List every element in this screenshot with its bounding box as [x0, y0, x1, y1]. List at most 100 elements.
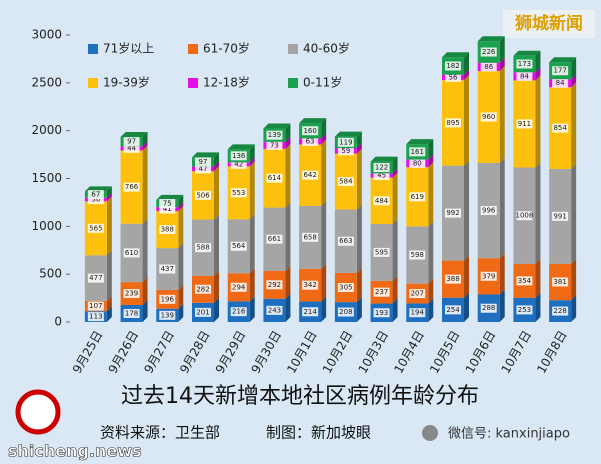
legend-label: 12-18岁 [203, 75, 250, 90]
y-tick-label: 2500 [31, 75, 62, 89]
value-label-box [480, 112, 497, 122]
value-label-box [123, 182, 140, 192]
value-label: 97 [199, 158, 208, 166]
value-label: 84 [556, 79, 565, 87]
bar-side [356, 204, 362, 273]
value-label: 911 [518, 120, 531, 128]
bar-top [192, 152, 219, 158]
bar-side [142, 218, 148, 283]
value-label: 196 [161, 295, 175, 303]
bar-side [106, 196, 112, 256]
value-label: 553 [232, 189, 245, 197]
bar-side [178, 202, 184, 212]
value-label-box [373, 196, 390, 206]
value-label: 642 [303, 171, 316, 179]
bar-side [142, 141, 148, 151]
value-label-box [123, 248, 140, 258]
legend-label: 0-11岁 [303, 75, 342, 90]
value-label-box [195, 157, 211, 167]
value-label: 113 [89, 313, 102, 321]
value-label: 992 [446, 209, 459, 217]
bar-top [334, 131, 362, 137]
bar-side [178, 194, 184, 208]
value-label-box [266, 140, 283, 150]
bar-side [214, 214, 219, 276]
value-label-box [87, 273, 104, 283]
value-label-box [266, 280, 283, 290]
value-label: 177 [553, 67, 566, 75]
bar-side [356, 267, 362, 303]
bar-side [106, 186, 112, 198]
value-label-box [230, 307, 247, 317]
bar-top [513, 50, 541, 56]
value-label-box [230, 159, 247, 169]
value-label-box [266, 173, 283, 183]
bar-side [249, 157, 255, 167]
value-label: 139 [161, 311, 174, 319]
bar-side [535, 162, 541, 264]
value-label: 41 [163, 205, 172, 213]
bar-side [106, 250, 112, 301]
value-label-box [302, 136, 319, 146]
bar-side [142, 299, 148, 322]
value-label: 381 [553, 278, 566, 286]
bar-side [356, 148, 362, 210]
bar-top [263, 123, 291, 129]
value-label: 45 [377, 171, 386, 179]
value-label-box [337, 177, 354, 187]
bar-side [499, 36, 505, 63]
value-label: 214 [303, 308, 317, 316]
bar-side [464, 52, 469, 75]
y-tick-label: 500 [39, 267, 62, 281]
value-label: 614 [268, 174, 282, 182]
value-label: 342 [303, 281, 316, 289]
bar-side [214, 270, 219, 303]
value-label-box [266, 234, 283, 244]
value-label: 47 [199, 165, 208, 173]
bar-side [392, 275, 398, 304]
value-label-box [373, 247, 390, 257]
bar-top [477, 36, 505, 42]
source: 资料来源：卫生部 [100, 424, 220, 442]
bar-side [464, 160, 469, 261]
value-label-box [266, 305, 283, 315]
legend-label: 40-60岁 [303, 41, 350, 56]
value-label: 598 [411, 251, 424, 259]
legend-swatch [288, 44, 298, 54]
value-label: 139 [268, 131, 281, 139]
credit: 制图：新加坡眼 [266, 424, 371, 442]
value-label-box [87, 301, 104, 311]
bar-side [178, 206, 184, 249]
value-label: 292 [268, 281, 281, 289]
value-label-box [159, 310, 176, 320]
value-label-box [445, 274, 461, 284]
value-label: 1008 [516, 212, 534, 220]
value-label: 84 [520, 72, 529, 80]
value-label: 354 [518, 277, 532, 285]
value-label: 75 [163, 200, 172, 208]
value-label: 996 [482, 207, 496, 215]
bar-top [549, 57, 577, 63]
value-label: 160 [303, 127, 316, 135]
bar-side [321, 118, 327, 139]
bar-side [321, 263, 327, 302]
bar-side [214, 152, 219, 167]
bar-side [571, 295, 577, 322]
value-label-box [337, 283, 354, 293]
value-label: 388 [161, 226, 174, 234]
value-label: 97 [127, 138, 136, 146]
site: shicheng.news [8, 442, 142, 461]
value-label: 178 [125, 309, 138, 317]
value-label-box [230, 241, 247, 251]
bar-side [356, 297, 362, 322]
bar-side [106, 192, 112, 202]
value-label: 119 [339, 138, 352, 146]
bar-top [370, 156, 398, 162]
bar-side [285, 136, 291, 149]
legend-swatch [188, 78, 198, 88]
bar-side [499, 66, 505, 163]
value-label: 854 [553, 124, 567, 132]
bar-side [571, 74, 577, 88]
value-label: 565 [89, 224, 102, 232]
